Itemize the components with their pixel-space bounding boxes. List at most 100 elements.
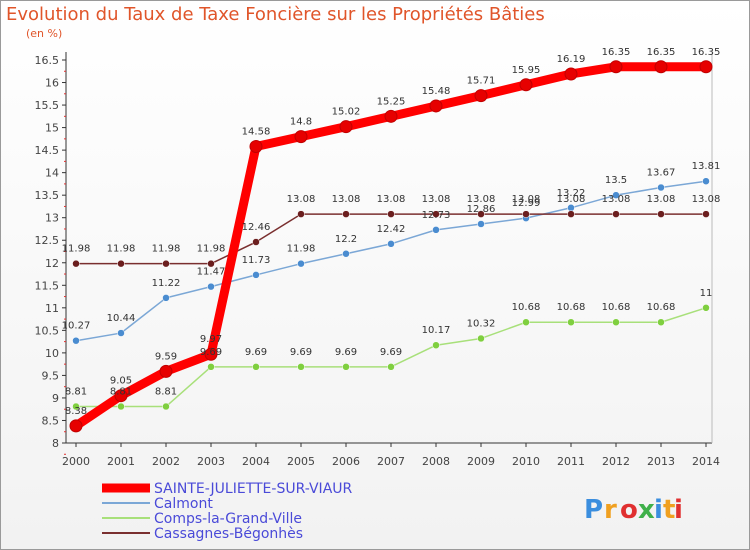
data-label: 11.98 xyxy=(197,244,226,255)
y-tick-label: 8 xyxy=(52,437,59,450)
data-label: 12.86 xyxy=(467,204,496,215)
data-point xyxy=(612,210,620,218)
y-tick-label: 15 xyxy=(45,122,59,135)
chart-title: Evolution du Taux de Taxe Foncière sur l… xyxy=(6,4,545,25)
data-label: 13.08 xyxy=(602,194,631,205)
data-point xyxy=(432,341,440,349)
x-tick-label: 2011 xyxy=(557,455,585,468)
legend-label: Calmont xyxy=(154,496,213,512)
logo-letter: x xyxy=(638,495,655,525)
legend-label: Cassagnes-Bégonhès xyxy=(154,526,303,542)
data-point xyxy=(249,140,263,154)
data-point xyxy=(162,294,170,302)
data-label: 8.81 xyxy=(65,387,87,398)
data-point xyxy=(114,389,128,403)
axes: 8 8.5 9 9.5 10 10.5 11 11.5 12 12.5 13 13.5 14 14.5 15… xyxy=(35,52,720,468)
data-point xyxy=(207,259,215,268)
data-point xyxy=(654,60,668,74)
y-tick-label: 11.5 xyxy=(35,279,60,292)
y-tick-label: 10.5 xyxy=(35,324,60,337)
data-point xyxy=(387,240,395,248)
data-point xyxy=(252,271,260,279)
data-label: 8.81 xyxy=(155,387,177,398)
data-label: 10.68 xyxy=(647,302,676,313)
data-point xyxy=(294,130,308,144)
data-label: 8.81 xyxy=(110,387,132,398)
data-point xyxy=(117,259,125,268)
data-label: 13.08 xyxy=(332,194,361,205)
data-point xyxy=(699,60,713,74)
data-point xyxy=(72,259,80,268)
data-point xyxy=(657,183,665,192)
data-label: 8.38 xyxy=(65,406,87,417)
data-point xyxy=(474,89,488,103)
x-tick-label: 2008 xyxy=(422,455,450,468)
data-label: 10.44 xyxy=(107,313,136,324)
data-point xyxy=(252,238,260,246)
data-label: 13.67 xyxy=(647,168,676,179)
y-tick-label: 13 xyxy=(45,212,59,225)
x-tick-label: 2010 xyxy=(512,455,540,468)
data-label: 13.22 xyxy=(557,188,586,199)
data-label: 15.95 xyxy=(512,65,541,76)
data-point xyxy=(612,191,620,199)
series-line xyxy=(75,213,707,265)
data-point xyxy=(702,210,710,218)
logo-letter: i xyxy=(654,495,663,525)
data-point xyxy=(702,177,710,185)
x-tick-label: 2002 xyxy=(152,455,180,468)
data-point xyxy=(567,210,575,218)
data-point xyxy=(702,304,710,312)
legend-label: Comps-la-Grand-Ville xyxy=(154,511,302,527)
data-point xyxy=(522,318,530,326)
y-tick-label: 10 xyxy=(45,347,59,360)
data-label: 11.98 xyxy=(152,244,181,255)
data-label: 12.73 xyxy=(422,210,451,221)
y-tick-label: 16.5 xyxy=(35,54,60,67)
data-label: 15.02 xyxy=(332,107,361,118)
x-tick-label: 2000 xyxy=(62,455,90,468)
data-label: 16.35 xyxy=(647,47,676,58)
data-point xyxy=(339,120,353,134)
x-tick-label: 2005 xyxy=(287,455,315,468)
data-label: 12.99 xyxy=(512,198,541,209)
data-point xyxy=(564,67,578,81)
data-label: 9.69 xyxy=(200,347,222,358)
logo-letter: r xyxy=(604,495,617,525)
x-tick-label: 2014 xyxy=(692,455,720,468)
data-label: 11 xyxy=(700,288,713,299)
logo-letter: o xyxy=(620,495,638,525)
y-tick-label: 16 xyxy=(45,77,59,90)
data-point xyxy=(297,363,305,371)
data-label: 13.08 xyxy=(512,194,541,205)
logo-letter: P xyxy=(584,495,603,525)
data-label: 13.08 xyxy=(467,194,496,205)
data-point xyxy=(432,226,440,234)
data-label: 11.98 xyxy=(107,244,136,255)
data-label: 15.48 xyxy=(422,86,451,97)
y-tick-label: 13.5 xyxy=(35,189,60,202)
y-tick-label: 14.5 xyxy=(35,144,60,157)
data-point xyxy=(429,99,443,113)
data-label: 12.46 xyxy=(242,222,271,233)
data-label: 10.17 xyxy=(422,325,451,336)
x-tick-label: 2001 xyxy=(107,455,135,468)
data-label: 13.81 xyxy=(692,161,721,172)
data-point xyxy=(162,259,170,268)
data-label: 11.98 xyxy=(62,244,91,255)
data-point xyxy=(612,318,620,326)
series-line xyxy=(75,180,707,342)
data-label: 13.08 xyxy=(557,194,586,205)
y-tick-label: 9.5 xyxy=(42,369,60,382)
data-point xyxy=(477,334,485,343)
data-point xyxy=(117,402,125,411)
data-label: 14.58 xyxy=(242,127,271,138)
data-label: 10.27 xyxy=(62,321,91,332)
data-point xyxy=(519,78,533,92)
data-point xyxy=(387,210,395,218)
y-tick-label: 8.5 xyxy=(42,414,60,427)
data-label: 10.68 xyxy=(557,302,586,313)
data-label: 12.42 xyxy=(377,224,406,235)
